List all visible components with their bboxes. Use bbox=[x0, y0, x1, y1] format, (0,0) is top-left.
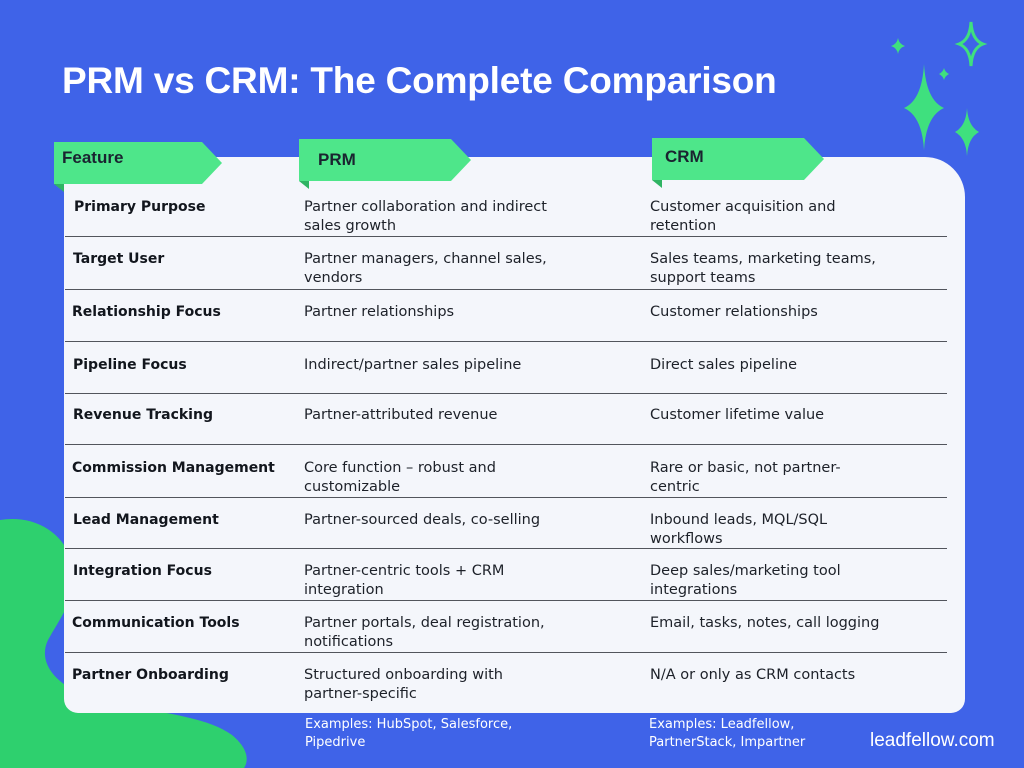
header-prm: PRM bbox=[318, 150, 356, 169]
prm-cell: Partner portals, deal registration, noti… bbox=[304, 615, 545, 650]
row-divider bbox=[65, 497, 947, 498]
feature-label: Communication Tools bbox=[72, 615, 240, 631]
row-divider bbox=[65, 393, 947, 394]
feature-label: Commission Management bbox=[72, 460, 275, 476]
feature-label: Pipeline Focus bbox=[73, 357, 187, 373]
prm-cell: Partner relationships bbox=[304, 304, 455, 320]
crm-cell: Direct sales pipeline bbox=[650, 357, 798, 373]
crm-cell: Sales teams, marketing teams, support te… bbox=[650, 251, 876, 286]
crm-cell: Rare or basic, not partner- centric bbox=[650, 460, 841, 495]
prm-cell: Core function – robust and customizable bbox=[304, 460, 496, 495]
crm-cell: Customer lifetime value bbox=[650, 407, 825, 423]
prm-cell: Structured onboarding with partner-speci… bbox=[304, 667, 503, 702]
brand-logo: leadfellow.com bbox=[870, 730, 995, 751]
prm-cell: Partner managers, channel sales, vendors bbox=[304, 251, 547, 286]
tab-crm-shape bbox=[652, 138, 824, 188]
comparison-table bbox=[64, 157, 965, 713]
page-title: PRM vs CRM: The Complete Comparison bbox=[62, 60, 777, 101]
crm-examples: Examples: Leadfellow, PartnerStack, Impa… bbox=[649, 717, 806, 750]
row-divider bbox=[65, 289, 947, 290]
feature-label: Target User bbox=[73, 251, 165, 267]
header-crm: CRM bbox=[665, 147, 704, 166]
feature-label: Integration Focus bbox=[73, 563, 212, 579]
crm-cell: N/A or only as CRM contacts bbox=[650, 667, 856, 683]
row-divider bbox=[65, 600, 947, 601]
header-feature: Feature bbox=[62, 148, 124, 167]
crm-cell: Email, tasks, notes, call logging bbox=[650, 615, 880, 631]
row-divider bbox=[65, 444, 947, 445]
row-divider bbox=[65, 652, 947, 653]
crm-cell: Deep sales/marketing tool integrations bbox=[650, 563, 841, 598]
tab-feature-shape bbox=[54, 142, 222, 192]
prm-examples: Examples: HubSpot, Salesforce, Pipedrive bbox=[305, 717, 513, 750]
prm-cell: Partner collaboration and indirect sales… bbox=[304, 199, 547, 234]
feature-label: Primary Purpose bbox=[74, 199, 206, 215]
row-divider bbox=[65, 236, 947, 237]
prm-cell: Partner-centric tools + CRM integration bbox=[304, 563, 505, 598]
prm-cell: Partner-attributed revenue bbox=[304, 407, 498, 423]
crm-cell: Customer acquisition and retention bbox=[650, 199, 836, 234]
tab-prm-shape bbox=[299, 139, 471, 189]
row-divider bbox=[65, 341, 947, 342]
feature-label: Partner Onboarding bbox=[72, 667, 229, 683]
crm-cell: Inbound leads, MQL/SQL workflows bbox=[650, 512, 828, 547]
prm-cell: Indirect/partner sales pipeline bbox=[304, 357, 522, 373]
feature-label: Revenue Tracking bbox=[73, 407, 213, 423]
row-divider bbox=[65, 548, 947, 549]
crm-cell: Customer relationships bbox=[650, 304, 818, 320]
prm-cell: Partner-sourced deals, co-selling bbox=[304, 512, 541, 528]
feature-label: Relationship Focus bbox=[72, 304, 221, 320]
feature-label: Lead Management bbox=[73, 512, 219, 528]
